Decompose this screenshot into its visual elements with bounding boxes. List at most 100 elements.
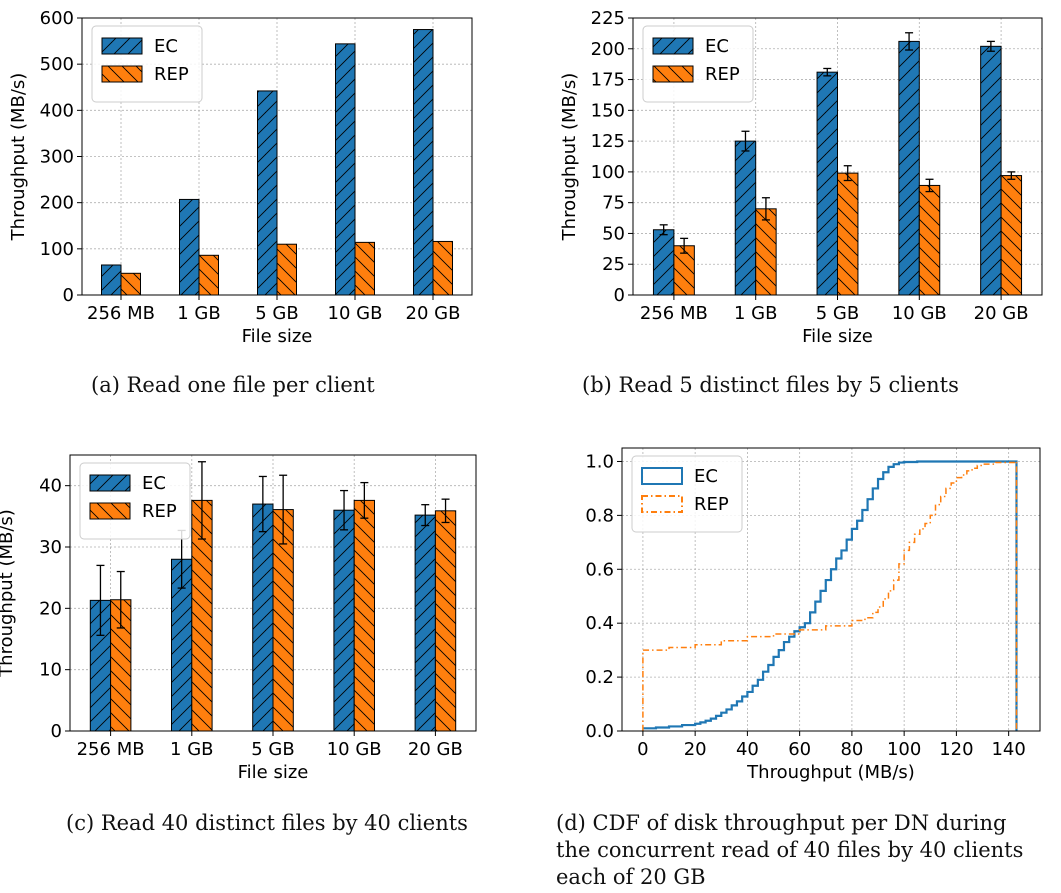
bar-rep <box>276 243 297 296</box>
x-tick-label: 20 GB <box>974 303 1029 324</box>
bar-ec <box>980 45 1002 296</box>
x-tick-label: 256 MB <box>640 303 708 324</box>
chart-d-legend-box <box>631 455 743 533</box>
x-tick-label: 20 <box>684 739 707 760</box>
chart-d-legend-swatch-rep <box>641 495 683 513</box>
x-tick-label: 10 GB <box>328 303 383 324</box>
y-tick-label: 0.8 <box>585 505 614 526</box>
bar-ec <box>414 514 436 732</box>
chart-b-legend-swatch-ec <box>652 37 694 55</box>
y-tick-label: 20 <box>39 598 62 619</box>
chart-c-legend-label-ec: EC <box>142 473 166 494</box>
bar-ec <box>816 71 838 296</box>
bar-ec <box>652 229 675 296</box>
x-tick-label: 60 <box>788 739 811 760</box>
chart-a-legend-swatch-ec <box>101 37 143 55</box>
bar-rep <box>434 510 457 732</box>
y-axis-label: Throughput (MB/s) <box>559 73 580 242</box>
x-tick-label: 140 <box>991 739 1025 760</box>
y-tick-label: 1.0 <box>585 451 614 472</box>
y-tick-label: 500 <box>40 54 74 75</box>
y-tick-label: 0 <box>63 285 74 306</box>
y-tick-label: 200 <box>591 39 625 60</box>
chart-panel-c: 0 10 20 30 40 256 MB 1 GB 5 GB 10 GB 20 GB File si… <box>0 454 477 783</box>
x-tick-label: 40 <box>736 739 759 760</box>
x-tick-label: 256 MB <box>77 739 145 760</box>
x-tick-label: 1 GB <box>177 303 220 324</box>
chart-b-legend-label-ec: EC <box>705 36 729 57</box>
bar-rep <box>353 499 376 732</box>
x-axis-label: File size <box>242 326 313 347</box>
x-tick-label: 80 <box>840 739 863 760</box>
axes-frame <box>81 17 473 296</box>
chart-b-legend-swatch-rep <box>652 65 694 83</box>
axes-frame <box>69 454 477 732</box>
bar-ec <box>333 509 355 732</box>
y-tick-label: 0.4 <box>585 613 614 634</box>
y-tick-label: 300 <box>40 147 74 168</box>
y-axis-label: Throughput (MB/s) <box>0 509 17 678</box>
bar-ec <box>257 90 278 296</box>
y-tick-label: 10 <box>39 660 62 681</box>
x-axis-label: Throughput (MB/s) <box>746 762 915 783</box>
bar-ec <box>179 198 200 296</box>
y-tick-label: 0 <box>51 721 62 742</box>
y-tick-label: 125 <box>591 131 625 152</box>
y-tick-label: 0.0 <box>585 721 614 742</box>
axes-frame <box>621 447 1041 732</box>
caption-a: (a) Read one file per client <box>91 373 375 397</box>
caption-c: (c) Read 40 distinct files by 40 clients <box>66 811 468 835</box>
chart-panel-b: 0 25 50 75 100 125 150 175 200 225 256 MB 1 GB 5 GB 1… <box>559 8 1043 347</box>
bar-rep <box>354 241 375 296</box>
y-tick-label: 75 <box>602 193 625 214</box>
x-tick-label: 5 GB <box>255 303 298 324</box>
bar-ec <box>252 503 274 732</box>
y-tick-label: 30 <box>39 537 62 558</box>
bar-ec <box>413 29 434 296</box>
x-tick-label: 10 GB <box>892 303 947 324</box>
chart-a-legend-label-rep: REP <box>154 64 189 85</box>
y-tick-label: 175 <box>591 70 625 91</box>
chart-c-legend-swatch-ec <box>89 474 131 492</box>
x-tick-label: 100 <box>887 739 921 760</box>
x-axis-label: File size <box>238 762 309 783</box>
bar-rep <box>918 184 941 296</box>
y-tick-label: 150 <box>591 100 625 121</box>
bar-rep <box>432 240 453 296</box>
y-tick-label: 0.2 <box>585 667 614 688</box>
bar-rep <box>1000 175 1023 296</box>
x-tick-label: 20 GB <box>408 739 463 760</box>
bar-rep <box>755 208 777 296</box>
chart-a-legend-swatch-rep <box>101 65 143 83</box>
y-tick-label: 200 <box>40 193 74 214</box>
x-tick-label: 256 MB <box>87 303 155 324</box>
caption-b: (b) Read 5 distinct files by 5 clients <box>582 373 959 397</box>
chart-panel-d: 0.0 0.2 0.4 0.6 0.8 1.0 0 20 40 60 80 100 120 140 Thro… <box>585 447 1041 783</box>
x-tick-label: 0 <box>637 739 648 760</box>
x-tick-label: 120 <box>939 739 973 760</box>
y-tick-label: 100 <box>591 162 625 183</box>
chart-c-legend-label-rep: REP <box>142 501 177 522</box>
bar-ec <box>335 43 356 296</box>
y-tick-label: 225 <box>591 8 625 29</box>
x-tick-label: 5 GB <box>251 739 294 760</box>
bar-rep <box>120 272 141 296</box>
axes-frame <box>632 17 1043 296</box>
bar-rep <box>837 172 859 296</box>
x-axis-label: File size <box>802 326 873 347</box>
chart-d-legend-label-ec: EC <box>694 466 718 487</box>
y-tick-label: 40 <box>39 476 62 497</box>
x-tick-label: 5 GB <box>816 303 859 324</box>
chart-d-legend-swatch-ec <box>641 467 683 485</box>
bar-ec <box>734 140 757 296</box>
y-axis-label: Throughput (MB/s) <box>8 73 29 242</box>
y-tick-label: 100 <box>40 239 74 260</box>
y-tick-label: 25 <box>602 254 625 275</box>
y-tick-label: 0 <box>614 285 625 306</box>
bar-ec <box>101 264 122 296</box>
cdf-line-rep <box>642 461 1018 731</box>
y-tick-label: 50 <box>602 223 625 244</box>
x-tick-label: 1 GB <box>734 303 777 324</box>
chart-panel-a: 0 100 200 300 400 500 600 256 MB 1 GB 5 GB 10 GB 20… <box>8 8 473 347</box>
